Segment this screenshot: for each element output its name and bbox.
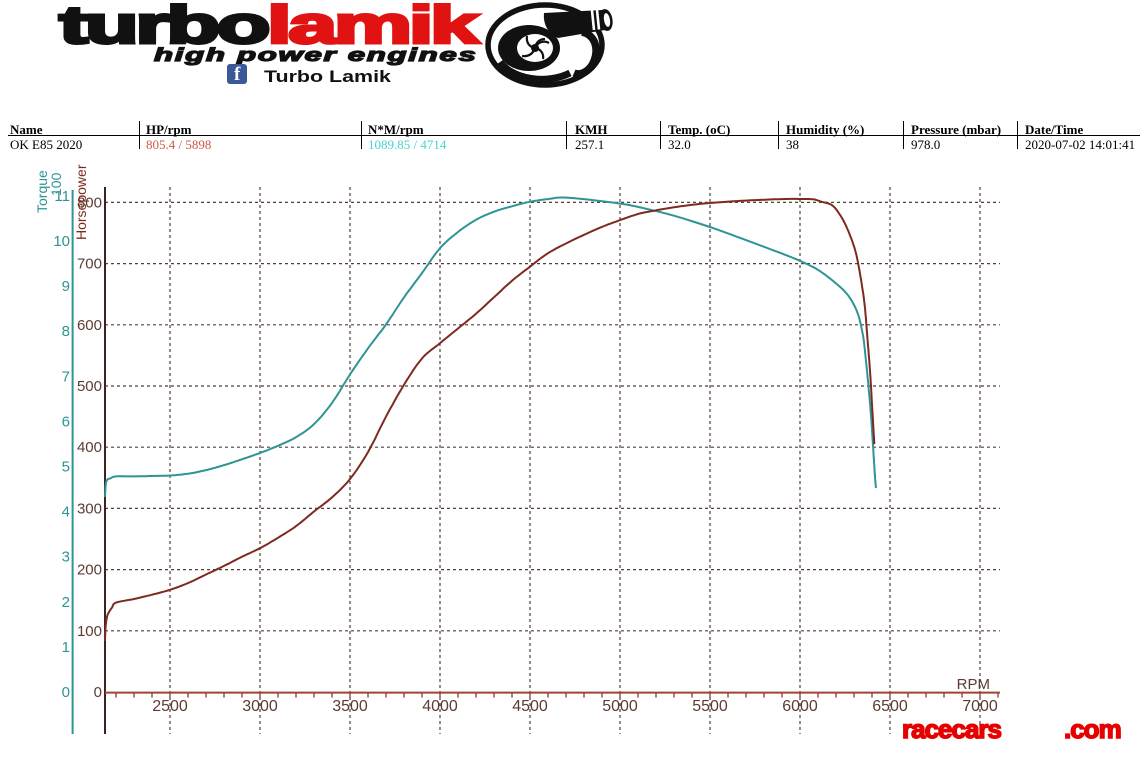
svg-text:Torque: Torque xyxy=(34,170,50,213)
svg-text:RPM: RPM xyxy=(957,676,990,693)
svg-text:Horsepower: Horsepower xyxy=(73,164,89,240)
svg-text:5: 5 xyxy=(62,459,70,476)
svg-text:9: 9 xyxy=(62,278,70,295)
svg-text:1: 1 xyxy=(62,639,70,656)
svg-text:10: 10 xyxy=(53,233,70,250)
svg-text:6000: 6000 xyxy=(782,698,818,715)
svg-text:6: 6 xyxy=(62,413,70,430)
svg-text:4500: 4500 xyxy=(512,698,548,715)
svg-text:0: 0 xyxy=(94,684,102,701)
svg-text:7: 7 xyxy=(62,368,70,385)
svg-text:11: 11 xyxy=(54,188,70,205)
svg-text:4: 4 xyxy=(62,504,70,521)
svg-text:2: 2 xyxy=(62,594,70,611)
svg-text:100: 100 xyxy=(48,172,64,196)
svg-text:600: 600 xyxy=(77,317,102,334)
svg-text:500: 500 xyxy=(77,378,102,395)
svg-text:4000: 4000 xyxy=(422,698,458,715)
svg-text:700: 700 xyxy=(77,256,102,273)
svg-text:5500: 5500 xyxy=(692,698,728,715)
svg-text:2500: 2500 xyxy=(152,698,188,715)
svg-text:7000: 7000 xyxy=(962,698,998,715)
svg-text:800: 800 xyxy=(77,194,102,211)
svg-text:300: 300 xyxy=(77,500,102,517)
svg-text:3500: 3500 xyxy=(332,698,368,715)
svg-text:200: 200 xyxy=(77,562,102,579)
svg-text:3: 3 xyxy=(62,549,70,566)
svg-text:8: 8 xyxy=(62,323,70,340)
svg-text:6500: 6500 xyxy=(872,698,908,715)
svg-text:400: 400 xyxy=(77,439,102,456)
svg-text:100: 100 xyxy=(77,623,102,640)
svg-text:3000: 3000 xyxy=(242,698,278,715)
svg-text:0: 0 xyxy=(62,684,70,701)
svg-text:5000: 5000 xyxy=(602,698,638,715)
